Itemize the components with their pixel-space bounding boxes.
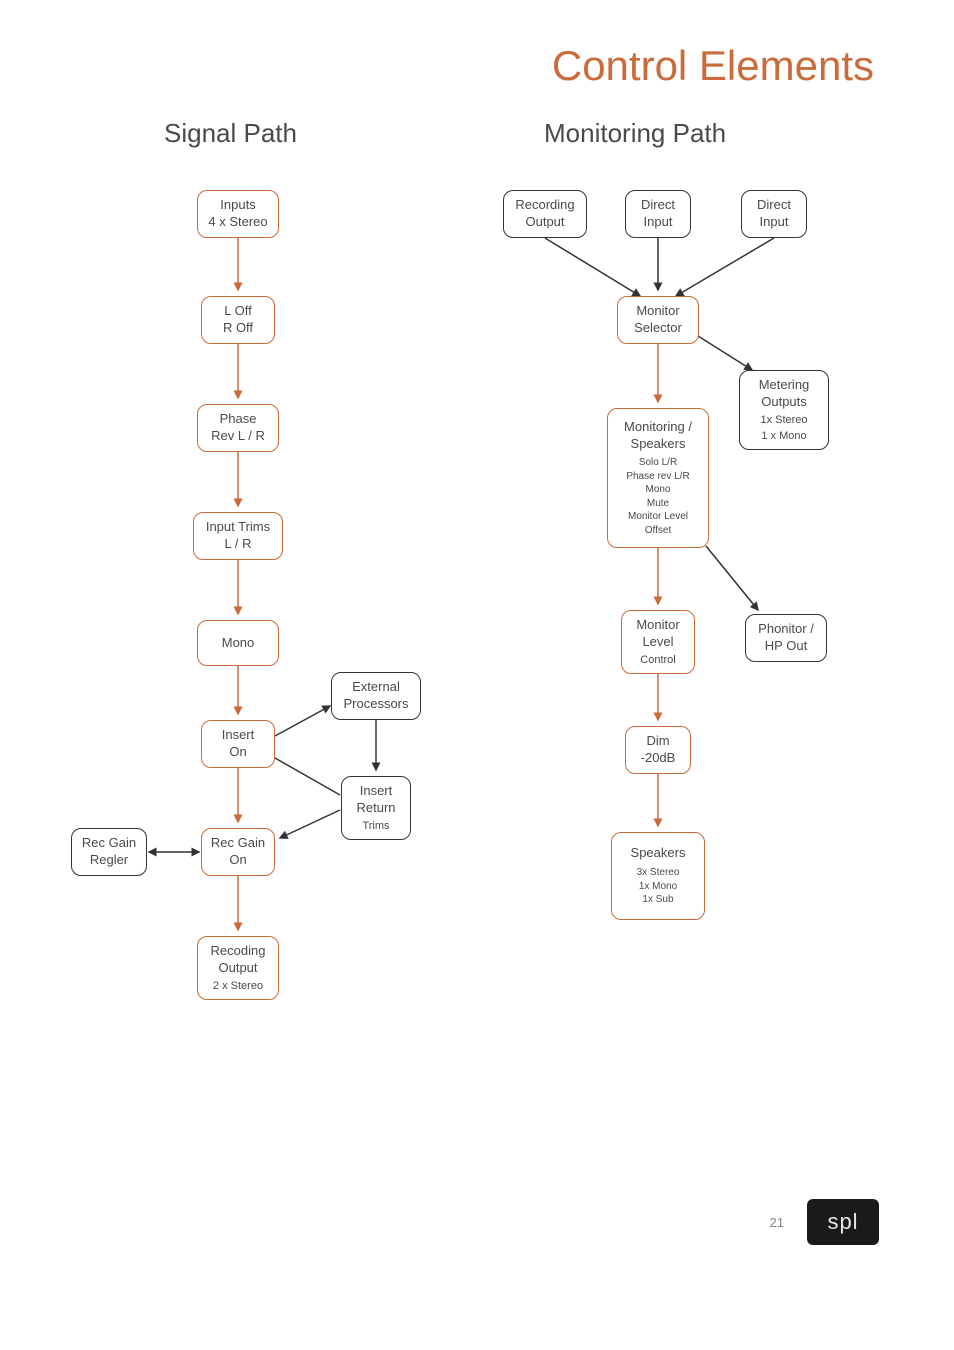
page-number: 21 <box>770 1215 784 1230</box>
node-phase: PhaseRev L / R <box>197 404 279 452</box>
node-recout: RecodingOutput2 x Stereo <box>197 936 279 1000</box>
signal-path-title: Signal Path <box>164 118 297 149</box>
node-dim: Dim-20dB <box>625 726 691 774</box>
node-selector: MonitorSelector <box>617 296 699 344</box>
spl-logo: spl <box>807 1199 879 1245</box>
page-title: Control Elements <box>552 42 874 90</box>
monitoring-path-title: Monitoring Path <box>544 118 726 149</box>
node-phonitor: Phonitor /HP Out <box>745 614 827 662</box>
node-level: MonitorLevelControl <box>621 610 695 674</box>
arrows-layer <box>0 0 954 1100</box>
node-loff: L OffR Off <box>201 296 275 344</box>
node-inputs: Inputs4 x Stereo <box>197 190 279 238</box>
node-dinput1: DirectInput <box>625 190 691 238</box>
node-ext: ExternalProcessors <box>331 672 421 720</box>
node-recgain: Rec GainOn <box>201 828 275 876</box>
node-metering: MeteringOutputs1x Stereo1 x Mono <box>739 370 829 450</box>
node-insert: InsertOn <box>201 720 275 768</box>
node-recout2: RecordingOutput <box>503 190 587 238</box>
node-mono: Mono <box>197 620 279 666</box>
node-speakers: Monitoring /SpeakersSolo L/RPhase rev L/… <box>607 408 709 548</box>
node-regler: Rec GainRegler <box>71 828 147 876</box>
node-dinput2: DirectInput <box>741 190 807 238</box>
node-speakers2: Speakers3x Stereo1x Mono1x Sub <box>611 832 705 920</box>
node-ins_ret: InsertReturnTrims <box>341 776 411 840</box>
node-trims: Input TrimsL / R <box>193 512 283 560</box>
